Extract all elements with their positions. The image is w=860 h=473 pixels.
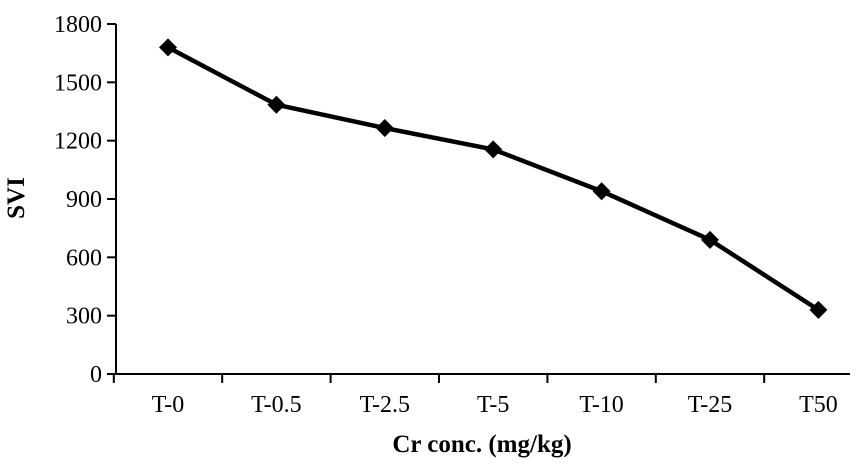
y-tick-label: 1500: [54, 70, 102, 96]
x-axis: T-0 T-0.5 T-2.5 T-5 T-10 T-25 T50: [112, 373, 850, 418]
x-tick-label: T-5: [477, 392, 509, 418]
data-point: [375, 119, 394, 138]
x-tick-label: T-10: [579, 392, 623, 418]
data-point: [267, 95, 286, 114]
x-axis-title: Cr conc. (mg/kg): [392, 431, 571, 458]
x-tick-label: T50: [799, 392, 838, 418]
y-tick-label: 1200: [54, 129, 102, 155]
y-axis: 0 300 600 900 1200 1500 1800: [54, 12, 117, 388]
data-point: [592, 182, 611, 201]
y-tick-label: 1800: [54, 12, 102, 38]
series-line: [166, 45, 820, 312]
x-tick-label: T-2.5: [360, 392, 410, 418]
y-axis-title: SVI: [3, 177, 30, 219]
y-tick-label: 300: [66, 304, 102, 330]
x-tick-label: T-25: [688, 392, 732, 418]
data-point: [809, 300, 828, 319]
y-tick-label: 0: [90, 362, 102, 388]
x-tick-label: T-0.5: [251, 392, 301, 418]
x-tick-label: T-0: [152, 392, 184, 418]
y-tick-label: 900: [66, 187, 102, 213]
data-point: [159, 38, 177, 57]
data-point: [484, 140, 503, 159]
data-point: [701, 230, 719, 249]
y-tick-label: 600: [66, 245, 102, 271]
series-layer: [159, 38, 828, 319]
